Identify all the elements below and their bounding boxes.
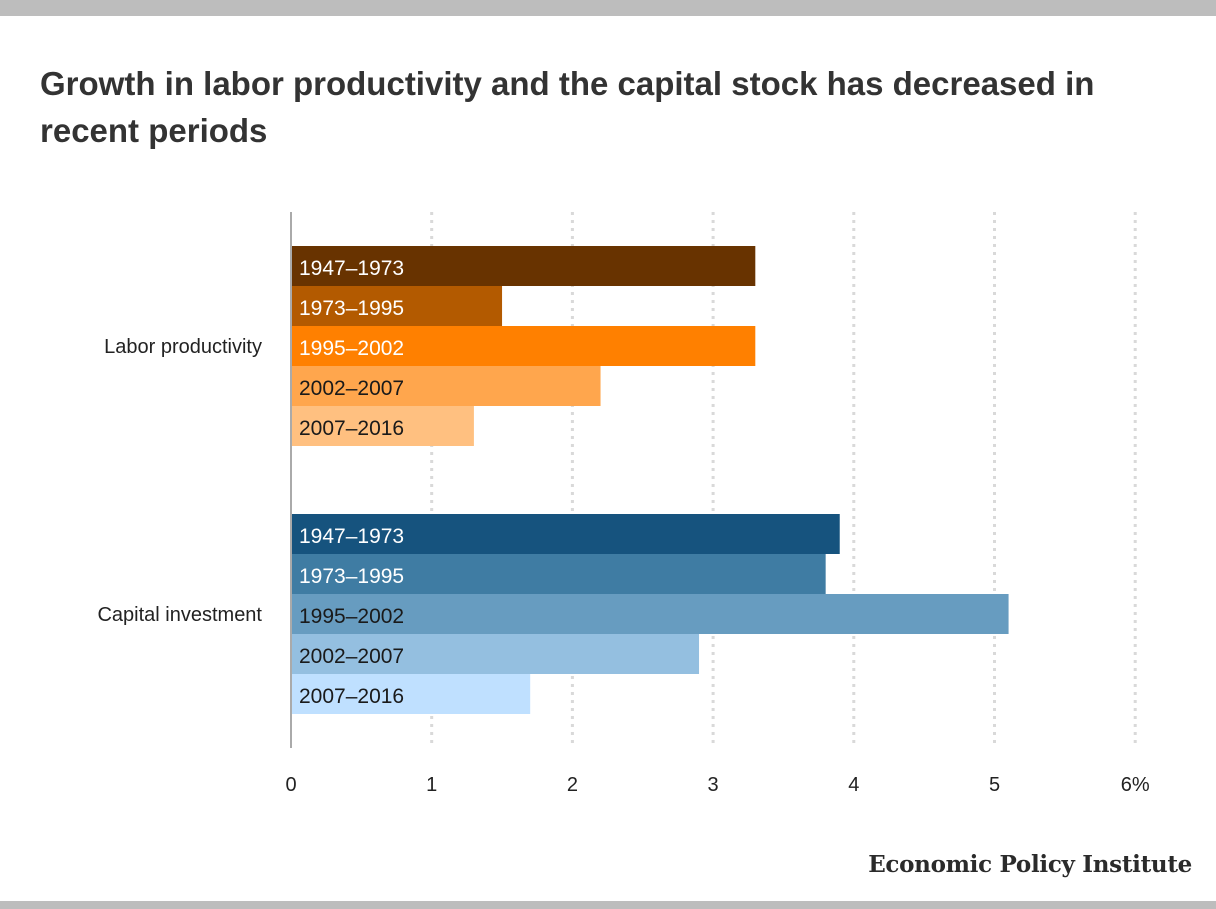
bar-label: 2002–2007: [299, 377, 404, 400]
x-tick-label: 5: [989, 774, 1000, 796]
x-tick-label: 3: [708, 774, 719, 796]
group-label: Capital investment: [97, 604, 262, 626]
bar: [291, 366, 601, 406]
bar: [291, 286, 503, 326]
bar-label: 1947–1973: [299, 525, 404, 548]
x-tick-label: 2: [567, 774, 578, 796]
x-tick-label: 4: [848, 774, 859, 796]
bar: [291, 406, 474, 446]
x-tick-label: 1: [426, 774, 437, 796]
bar-label: 2002–2007: [299, 645, 404, 668]
bar-label: 1973–1995: [299, 297, 404, 320]
bar-label: 1995–2002: [299, 605, 404, 628]
source-credit: Economic Policy Institute: [868, 851, 1192, 878]
bar: [291, 594, 1009, 634]
bottom-rule: [0, 901, 1216, 909]
chart-title: Growth in labor productivity and the cap…: [40, 65, 1095, 149]
bar-label: 2007–2016: [299, 417, 404, 440]
bar-label: 1973–1995: [299, 565, 404, 588]
bar: [291, 634, 700, 674]
group-label: Labor productivity: [104, 336, 262, 358]
bar-label: 1995–2002: [299, 337, 404, 360]
x-tick-label: 6%: [1121, 774, 1150, 796]
bar: [291, 554, 826, 594]
bar-label: 1947–1973: [299, 257, 404, 280]
bar: [291, 674, 531, 714]
bar: [291, 326, 756, 366]
top-rule: [0, 0, 1216, 16]
bar: [291, 514, 840, 554]
bar: [291, 246, 756, 286]
x-tick-label: 0: [285, 774, 296, 796]
bar-label: 2007–2016: [299, 685, 404, 708]
